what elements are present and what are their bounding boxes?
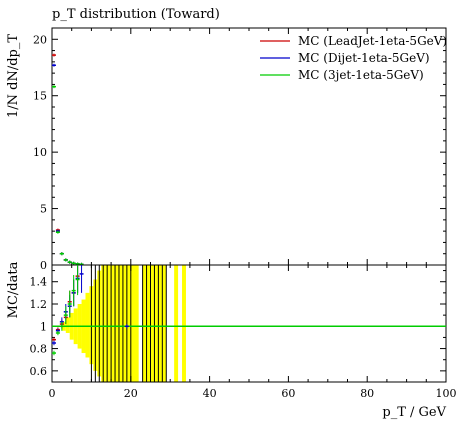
x-tick-label: 20 — [124, 387, 138, 400]
main-y-tick-label: 15 — [33, 90, 47, 103]
ratio-y-tick-label: 1 — [40, 320, 47, 333]
uncertainty-band-bin — [85, 292, 90, 358]
x-tick-label: 100 — [436, 387, 457, 400]
legend: MC (LeadJet-1eta-5GeV) MC (Dijet-1eta-5Ge… — [260, 34, 447, 82]
uncertainty-band-bin — [65, 317, 70, 333]
legend-entry-label: MC (3jet-1eta-5GeV) — [298, 68, 424, 82]
main-y-tick-label: 0 — [40, 259, 47, 272]
chart-title: p_T distribution (Toward) — [52, 7, 220, 22]
uncertainty-band-bin — [182, 265, 186, 382]
legend-entry-label: MC (LeadJet-1eta-5GeV) — [298, 34, 447, 48]
ratio-y-tick-label: 0.8 — [30, 343, 48, 356]
ratio-y-tick-label: 1.2 — [30, 298, 48, 311]
main-y-tick-label: 10 — [33, 146, 47, 159]
uncertainty-band-bin — [109, 265, 116, 382]
x-tick-label: 60 — [281, 387, 295, 400]
x-tick-label: 40 — [203, 387, 217, 400]
ratio-y-tick-label: 0.6 — [30, 365, 48, 378]
ratio-y-axis-label: MC/data — [6, 261, 21, 318]
main-y-tick-label: 20 — [33, 33, 47, 46]
main-y-tick-label: 5 — [40, 203, 47, 216]
uncertainty-band-bin — [130, 265, 139, 382]
ratio-y-tick-label: 1.4 — [30, 276, 48, 289]
x-tick-label: 0 — [49, 387, 56, 400]
ratio-panel: 0 20 40 60 80 100 0.6 0.8 1 1.2 1.4 — [30, 264, 457, 400]
uncertainty-band-bin — [174, 265, 179, 382]
x-axis-label: p_T / GeV — [382, 405, 446, 420]
legend-entry-label: MC (Dijet-1eta-5GeV) — [298, 51, 430, 65]
main-y-axis-label: 1/N dN/dp_T — [6, 34, 21, 118]
x-tick-label: 80 — [360, 387, 374, 400]
